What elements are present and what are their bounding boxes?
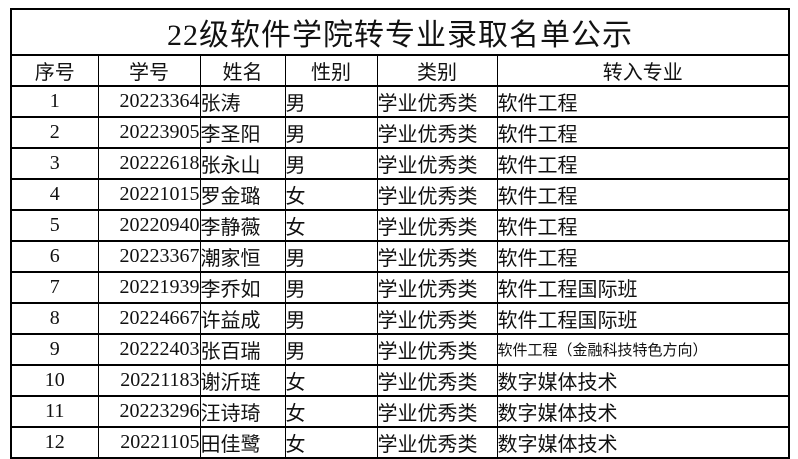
cell-major: 软件工程 — [496, 240, 790, 273]
cell-category: 学业优秀类 — [376, 395, 498, 428]
cell-student-id: 20223367 — [97, 240, 201, 273]
cell-no: 6 — [10, 240, 99, 273]
cell-gender: 男 — [284, 302, 378, 335]
cell-gender: 女 — [284, 395, 378, 428]
page-title: 22级软件学院转专业录取名单公示 — [10, 8, 790, 56]
cell-no: 10 — [10, 364, 99, 397]
cell-category: 学业优秀类 — [376, 302, 498, 335]
table-row: 1 20223364 张涛 男 学业优秀类 软件工程 — [10, 85, 790, 118]
col-header-student-id: 学号 — [97, 54, 201, 87]
header-row: 序号 学号 姓名 性别 类别 转入专业 — [10, 54, 790, 87]
cell-category: 学业优秀类 — [376, 209, 498, 242]
cell-major: 数字媒体技术 — [496, 395, 790, 428]
cell-category: 学业优秀类 — [376, 333, 498, 366]
cell-name: 汪诗琦 — [199, 395, 286, 428]
cell-student-id: 20223364 — [97, 85, 201, 118]
cell-no: 2 — [10, 116, 99, 149]
cell-major: 软件工程 — [496, 147, 790, 180]
cell-name: 张涛 — [199, 85, 286, 118]
cell-student-id: 20222618 — [97, 147, 201, 180]
cell-no: 1 — [10, 85, 99, 118]
announcement-page: 22级软件学院转专业录取名单公示 序号 学号 姓名 性别 类别 转入专业 1 2… — [10, 8, 790, 459]
cell-no: 3 — [10, 147, 99, 180]
cell-major: 软件工程 — [496, 85, 790, 118]
table-row: 6 20223367 潮家恒 男 学业优秀类 软件工程 — [10, 240, 790, 273]
cell-student-id: 20221939 — [97, 271, 201, 304]
cell-gender: 男 — [284, 240, 378, 273]
cell-student-id: 20223296 — [97, 395, 201, 428]
cell-major: 软件工程 — [496, 116, 790, 149]
cell-name: 张永山 — [199, 147, 286, 180]
cell-gender: 男 — [284, 271, 378, 304]
table-row: 10 20221183 谢沂琏 女 学业优秀类 数字媒体技术 — [10, 364, 790, 397]
cell-name: 李圣阳 — [199, 116, 286, 149]
cell-gender: 男 — [284, 85, 378, 118]
cell-gender: 男 — [284, 147, 378, 180]
cell-student-id: 20221015 — [97, 178, 201, 211]
cell-no: 7 — [10, 271, 99, 304]
col-header-no: 序号 — [10, 54, 99, 87]
col-header-gender: 性别 — [284, 54, 378, 87]
table-row: 4 20221015 罗金璐 女 学业优秀类 软件工程 — [10, 178, 790, 211]
cell-no: 4 — [10, 178, 99, 211]
cell-student-id: 20223905 — [97, 116, 201, 149]
cell-gender: 女 — [284, 426, 378, 459]
cell-gender: 男 — [284, 333, 378, 366]
cell-no: 11 — [10, 395, 99, 428]
cell-category: 学业优秀类 — [376, 116, 498, 149]
table-row: 11 20223296 汪诗琦 女 学业优秀类 数字媒体技术 — [10, 395, 790, 428]
cell-major: 软件工程 — [496, 209, 790, 242]
table-row: 5 20220940 李静薇 女 学业优秀类 软件工程 — [10, 209, 790, 242]
cell-gender: 女 — [284, 178, 378, 211]
cell-no: 5 — [10, 209, 99, 242]
table-row: 12 20221105 田佳鹭 女 学业优秀类 数字媒体技术 — [10, 426, 790, 459]
cell-category: 学业优秀类 — [376, 147, 498, 180]
cell-major: 软件工程国际班 — [496, 302, 790, 335]
table-row: 2 20223905 李圣阳 男 学业优秀类 软件工程 — [10, 116, 790, 149]
title-row: 22级软件学院转专业录取名单公示 — [10, 8, 790, 56]
cell-gender: 女 — [284, 209, 378, 242]
cell-name: 潮家恒 — [199, 240, 286, 273]
cell-major: 软件工程国际班 — [496, 271, 790, 304]
cell-name: 张百瑞 — [199, 333, 286, 366]
cell-no: 9 — [10, 333, 99, 366]
cell-category: 学业优秀类 — [376, 85, 498, 118]
table-row: 9 20222403 张百瑞 男 学业优秀类 软件工程（金融科技特色方向） — [10, 333, 790, 366]
cell-name: 李静薇 — [199, 209, 286, 242]
cell-student-id: 20222403 — [97, 333, 201, 366]
cell-student-id: 20220940 — [97, 209, 201, 242]
cell-major: 数字媒体技术 — [496, 426, 790, 459]
cell-no: 12 — [10, 426, 99, 459]
cell-name: 李乔如 — [199, 271, 286, 304]
cell-gender: 女 — [284, 364, 378, 397]
cell-no: 8 — [10, 302, 99, 335]
table-row: 3 20222618 张永山 男 学业优秀类 软件工程 — [10, 147, 790, 180]
cell-student-id: 20224667 — [97, 302, 201, 335]
cell-category: 学业优秀类 — [376, 271, 498, 304]
cell-gender: 男 — [284, 116, 378, 149]
cell-category: 学业优秀类 — [376, 426, 498, 459]
col-header-major: 转入专业 — [496, 54, 790, 87]
cell-category: 学业优秀类 — [376, 178, 498, 211]
col-header-category: 类别 — [376, 54, 498, 87]
col-header-name: 姓名 — [199, 54, 286, 87]
cell-major: 软件工程（金融科技特色方向） — [496, 333, 790, 366]
admission-roster-table: 22级软件学院转专业录取名单公示 序号 学号 姓名 性别 类别 转入专业 1 2… — [10, 8, 790, 459]
cell-name: 许益成 — [199, 302, 286, 335]
cell-student-id: 20221105 — [97, 426, 201, 459]
cell-name: 罗金璐 — [199, 178, 286, 211]
cell-major: 软件工程 — [496, 178, 790, 211]
table-row: 7 20221939 李乔如 男 学业优秀类 软件工程国际班 — [10, 271, 790, 304]
cell-name: 田佳鹭 — [199, 426, 286, 459]
cell-student-id: 20221183 — [97, 364, 201, 397]
table-row: 8 20224667 许益成 男 学业优秀类 软件工程国际班 — [10, 302, 790, 335]
cell-category: 学业优秀类 — [376, 240, 498, 273]
cell-major: 数字媒体技术 — [496, 364, 790, 397]
cell-name: 谢沂琏 — [199, 364, 286, 397]
cell-category: 学业优秀类 — [376, 364, 498, 397]
